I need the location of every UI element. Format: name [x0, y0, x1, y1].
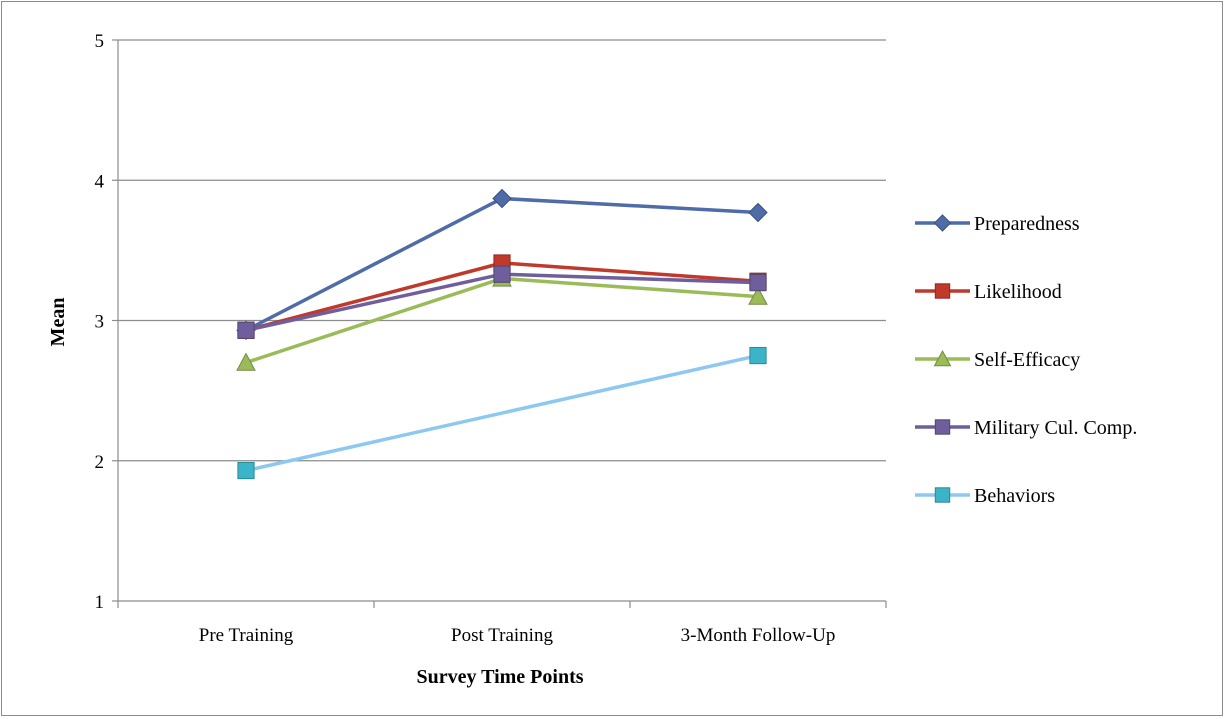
- y-tick-label: 4: [95, 171, 105, 192]
- x-tick-label: 3-Month Follow-Up: [681, 625, 836, 646]
- legend-label: Preparedness: [974, 213, 1080, 235]
- legend-label: Military Cul. Comp.: [974, 417, 1137, 439]
- legend-label: Behaviors: [974, 485, 1055, 507]
- y-tick-label: 1: [95, 592, 105, 613]
- legend-label: Likelihood: [974, 281, 1062, 303]
- y-tick-label: 2: [95, 452, 105, 473]
- x-axis-title: Survey Time Points: [416, 666, 583, 688]
- legend-marker: [933, 214, 952, 232]
- x-tick-label: Post Training: [451, 625, 553, 646]
- tick-labels: 1 2 3 4 5 Pre Training Post Training 3-Month Fo…: [95, 31, 836, 646]
- data-point: [749, 346, 767, 365]
- data-point: [493, 265, 511, 283]
- data-point: [237, 321, 255, 339]
- y-axis-title: Mean: [47, 298, 69, 347]
- series-line-4: [245, 353, 759, 473]
- legend-marker: [934, 419, 951, 435]
- data-point: [748, 202, 768, 223]
- data-point: [748, 286, 768, 305]
- legend-label: Self-Efficacy: [974, 349, 1080, 371]
- y-tick-label: 3: [95, 312, 105, 333]
- gridlines: [118, 39, 886, 462]
- x-tick-label: Pre Training: [199, 625, 294, 646]
- legend-marker: [934, 487, 951, 503]
- y-tick-label: 5: [95, 31, 105, 52]
- legend-marker: [933, 349, 952, 367]
- data-point: [237, 461, 255, 480]
- axes: [112, 39, 887, 608]
- data-point: [236, 352, 256, 371]
- series-group: [236, 188, 768, 480]
- legend-marker: [934, 283, 951, 299]
- legend: Preparedness Likelihood Self-Efficacy Milit…: [915, 213, 1137, 507]
- data-point: [492, 188, 512, 209]
- data-point: [749, 274, 767, 292]
